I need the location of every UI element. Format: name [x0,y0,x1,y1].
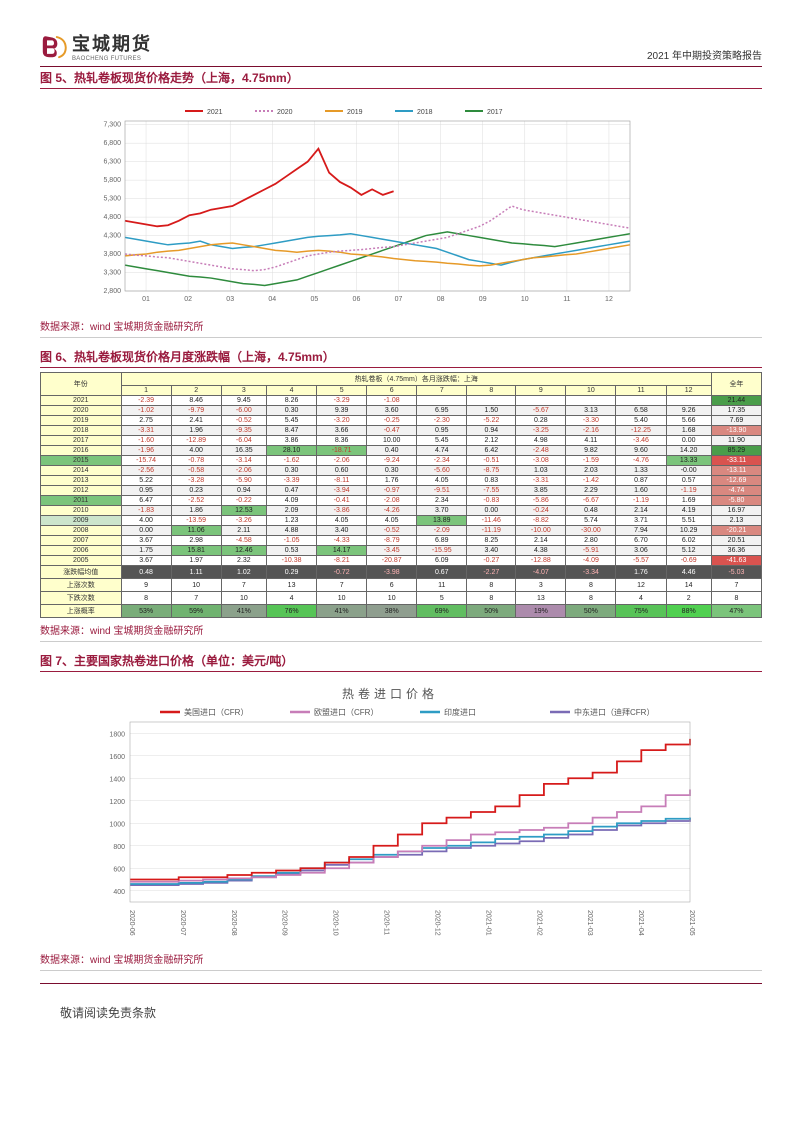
svg-text:2021-05: 2021-05 [688,910,695,936]
table6: 年份热轧卷板（4.75mm）各月涨跌幅：上海全年1234567891011122… [40,372,762,618]
svg-text:5,800: 5,800 [103,177,121,184]
svg-text:06: 06 [353,296,361,303]
svg-text:2020-09: 2020-09 [281,910,288,936]
svg-text:12: 12 [605,296,613,303]
svg-text:01: 01 [142,296,150,303]
header: 宝城期货 BAOCHENG FUTURES 2021 年中期投资策略报告 [40,30,762,67]
chart7-source: 数据来源：wind 宝城期货金融研究所 [40,951,762,971]
svg-text:10: 10 [521,296,529,303]
svg-text:800: 800 [113,844,125,851]
svg-text:2018: 2018 [417,109,433,116]
footer-text: 敬请阅读免责条款 [40,984,762,1021]
chart5-title: 图 5、热轧卷板现货价格走势（上海，4.75mm） [40,69,762,89]
svg-text:3,300: 3,300 [103,270,121,277]
svg-text:2020-10: 2020-10 [332,910,339,936]
svg-text:3,800: 3,800 [103,251,121,258]
svg-text:1600: 1600 [109,754,125,761]
logo-icon [40,32,68,60]
svg-text:1000: 1000 [109,821,125,828]
chart5-container: 2,800 3,300 3,800 4,300 4,800 5,300 5,800 6,300… [40,93,762,318]
svg-text:2,800: 2,800 [103,288,121,295]
chart7-svg: 热卷进口价格 400 600 800 1000 1200 1400 1600 1800 2020-… [80,682,700,942]
svg-text:2020-07: 2020-07 [179,910,186,936]
svg-text:02: 02 [184,296,192,303]
svg-text:1200: 1200 [109,799,125,806]
svg-text:2020-06: 2020-06 [128,910,135,936]
svg-text:07: 07 [395,296,403,303]
svg-text:2020-08: 2020-08 [230,910,237,936]
svg-text:2021-03: 2021-03 [586,910,593,936]
svg-text:4,300: 4,300 [103,233,121,240]
svg-text:1800: 1800 [109,731,125,738]
chart7-title: 图 7、主要国家热卷进口价格（单位：美元/吨） [40,652,762,672]
logo-text-cn: 宝城期货 [72,30,152,56]
header-right: 2021 年中期投资策略报告 [647,47,762,62]
svg-text:4,800: 4,800 [103,214,121,221]
svg-text:08: 08 [437,296,445,303]
svg-text:2019: 2019 [347,109,363,116]
svg-text:04: 04 [268,296,276,303]
svg-text:印度进口: 印度进口 [444,707,476,717]
table6-title: 图 6、热轧卷板现货价格月度涨跌幅（上海，4.75mm） [40,348,762,368]
logo: 宝城期货 BAOCHENG FUTURES [40,30,152,62]
svg-text:2020-12: 2020-12 [433,910,440,936]
svg-text:6,800: 6,800 [103,140,121,147]
svg-text:11: 11 [563,296,570,303]
svg-text:03: 03 [226,296,234,303]
svg-text:05: 05 [310,296,318,303]
logo-text-en: BAOCHENG FUTURES [72,56,152,62]
svg-text:2017: 2017 [487,109,503,116]
chart5-svg: 2,800 3,300 3,800 4,300 4,800 5,300 5,800 6,300… [80,99,640,309]
svg-text:热卷进口价格: 热卷进口价格 [342,686,438,701]
svg-text:1400: 1400 [109,776,125,783]
svg-text:2021-04: 2021-04 [637,910,644,936]
svg-text:09: 09 [479,296,487,303]
svg-text:2021-02: 2021-02 [535,910,542,936]
chart7-container: 热卷进口价格 400 600 800 1000 1200 1400 1600 1800 2020-… [40,676,762,951]
table6-source: 数据来源：wind 宝城期货金融研究所 [40,622,762,642]
svg-text:400: 400 [113,889,125,896]
svg-text:2021-01: 2021-01 [484,910,491,936]
svg-text:5,300: 5,300 [103,196,121,203]
chart5-source: 数据来源：wind 宝城期货金融研究所 [40,318,762,338]
page: 宝城期货 BAOCHENG FUTURES 2021 年中期投资策略报告 图 5… [0,0,802,1041]
svg-text:美国进口（CFR）: 美国进口（CFR） [184,707,248,717]
svg-text:7,300: 7,300 [103,122,121,129]
svg-text:600: 600 [113,866,125,873]
svg-text:6,300: 6,300 [103,159,121,166]
svg-text:欧盟进口（CFR）: 欧盟进口（CFR） [314,707,378,717]
svg-text:2020-11: 2020-11 [383,910,390,935]
svg-text:中东进口（迪拜CFR）: 中东进口（迪拜CFR） [574,707,654,717]
svg-text:2021: 2021 [207,109,223,116]
svg-text:2020: 2020 [277,109,293,116]
